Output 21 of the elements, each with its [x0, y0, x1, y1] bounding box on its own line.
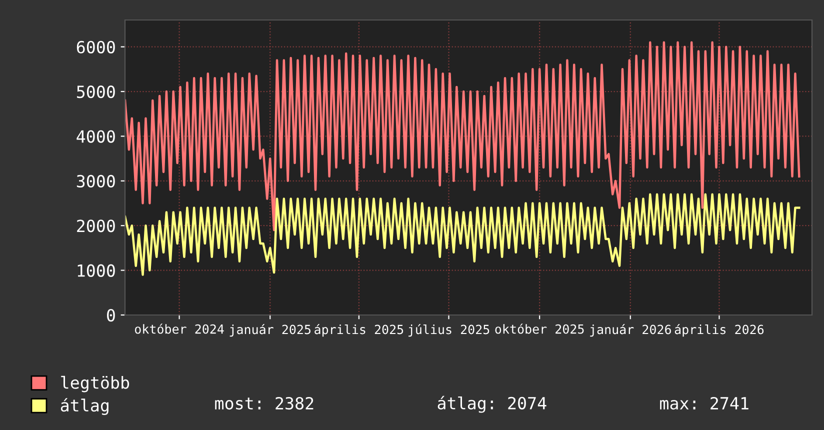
- x-tick-label: április 2025: [314, 324, 404, 337]
- y-tick-label: 4000: [76, 130, 115, 143]
- x-tick-label: július 2025: [408, 324, 490, 337]
- text: max: 2741: [660, 396, 748, 410]
- y-tick-label: 6000: [76, 40, 115, 54]
- x-tick-label: október 2024: [134, 324, 224, 334]
- line-series: [125, 41, 800, 232]
- line-series: [125, 193, 800, 276]
- x-tick-label: január 2025: [230, 324, 310, 337]
- legend-label: legtöbb: [61, 376, 130, 392]
- y-tick-label: 5000: [77, 86, 115, 98]
- legend-label: átlag: [60, 398, 108, 415]
- y-tick-label: 0: [107, 309, 115, 322]
- text: átlag: 2074: [438, 396, 546, 413]
- x-tick-label: január 2026: [590, 324, 671, 337]
- x-tick-label: április 2026: [674, 324, 764, 337]
- y-tick-label: 3000: [76, 174, 115, 188]
- y-tick-label: 2000: [77, 220, 115, 232]
- text: most: 2382: [215, 396, 314, 410]
- y-tick-label: 1000: [78, 264, 115, 277]
- x-tick-label: október 2025: [495, 324, 584, 334]
